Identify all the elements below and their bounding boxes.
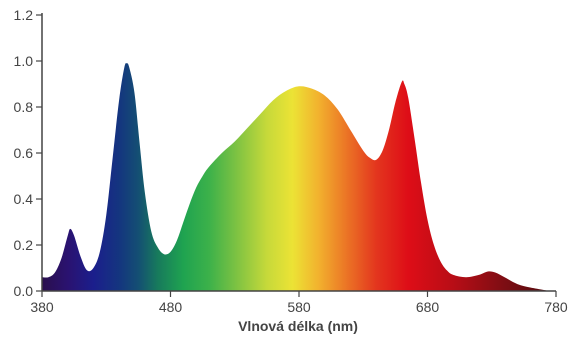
y-tick-label: 0.4 (14, 191, 34, 207)
y-tick-label: 0.0 (14, 283, 34, 299)
y-tick-label: 0.8 (14, 99, 34, 115)
x-tick-label: 580 (287, 299, 311, 315)
y-tick-label: 1.0 (14, 53, 34, 69)
x-axis-title: Vlnová délka (nm) (238, 318, 358, 334)
y-tick-label: 0.6 (14, 145, 34, 161)
x-tick-label: 480 (159, 299, 183, 315)
x-tick-label: 680 (416, 299, 440, 315)
spectrum-area (42, 63, 550, 291)
x-tick-label: 780 (544, 299, 568, 315)
x-tick-label: 380 (30, 299, 54, 315)
y-tick-label: 1.2 (14, 7, 34, 23)
y-tick-label: 0.2 (14, 237, 34, 253)
